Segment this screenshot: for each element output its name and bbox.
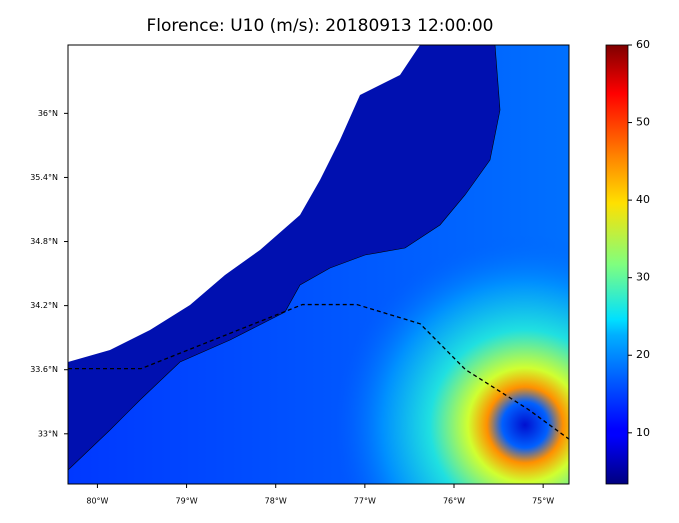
y-tick-label: 33°N — [38, 429, 58, 438]
y-tick-label: 35.4°N — [30, 173, 58, 182]
x-tick-label: 75°W — [532, 497, 554, 506]
map-title: Florence: U10 (m/s): 20180913 12:00:00 — [147, 16, 494, 36]
map-frame — [67, 44, 570, 485]
wind-field — [68, 45, 569, 484]
colorbar-tick-label: 30 — [636, 271, 650, 284]
y-tick-label: 34.2°N — [30, 301, 58, 310]
x-tick-label: 80°W — [86, 497, 108, 506]
colorbar-tick-label: 20 — [636, 348, 650, 361]
y-tick-label: 36°N — [38, 109, 58, 118]
x-tick-label: 76°W — [443, 497, 465, 506]
storm-track — [68, 303, 569, 440]
colorbar — [605, 44, 629, 485]
no-data-area — [68, 45, 420, 362]
colorbar-tick-label: 60 — [636, 38, 650, 51]
colorbar-tick-label: 50 — [636, 116, 650, 129]
y-tick-label: 34.8°N — [30, 237, 58, 246]
x-tick-label: 79°W — [176, 497, 198, 506]
x-tick-label: 78°W — [265, 497, 287, 506]
y-tick-label: 33.6°N — [30, 365, 58, 374]
colorbar-tick-label: 40 — [636, 193, 650, 206]
x-tick-label: 77°W — [354, 497, 376, 506]
colorbar-tick-label: 10 — [636, 426, 650, 439]
